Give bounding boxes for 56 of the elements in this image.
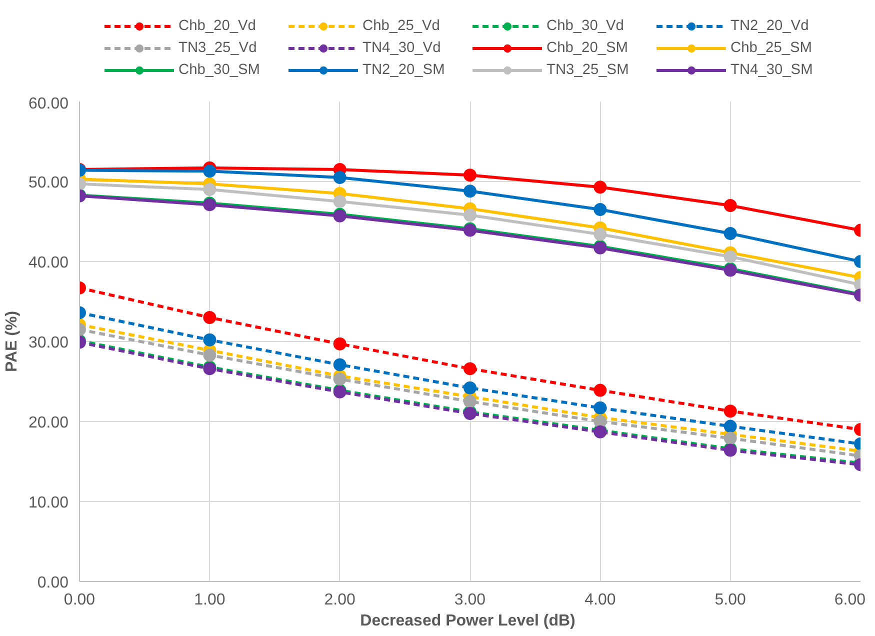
point bbox=[724, 199, 737, 212]
point bbox=[594, 415, 607, 428]
x-axis-title: Decreased Power Level (dB) bbox=[360, 612, 576, 630]
point bbox=[594, 384, 607, 397]
y-tick-label: 30.00 bbox=[28, 334, 69, 352]
x-tick-label: 4.00 bbox=[584, 592, 616, 608]
point bbox=[464, 184, 476, 198]
legend-label: Chb_30_SM bbox=[178, 61, 261, 79]
x-tick-label: 5.00 bbox=[714, 592, 746, 608]
legend-label: TN2_20_Vd bbox=[730, 17, 810, 35]
point bbox=[333, 171, 346, 184]
point bbox=[724, 404, 737, 418]
point bbox=[333, 337, 346, 350]
legend-label: Chb_20_SM bbox=[546, 39, 629, 57]
y-tick-label: 50.00 bbox=[28, 174, 69, 192]
y-tick-label: 20.00 bbox=[28, 414, 69, 432]
legend-label: Chb_25_SM bbox=[730, 39, 813, 57]
x-tick-label: 3.00 bbox=[454, 592, 486, 608]
point bbox=[203, 164, 216, 178]
legend-label: Chb_20_Vd bbox=[178, 17, 257, 35]
point bbox=[594, 228, 607, 241]
point bbox=[594, 203, 607, 216]
legend-label: Chb_30_Vd bbox=[546, 17, 625, 35]
point bbox=[724, 250, 737, 264]
y-tick-label: 10.00 bbox=[28, 494, 69, 512]
legend-label: TN4_30_SM bbox=[730, 61, 814, 79]
y-tick-label: 40.00 bbox=[28, 254, 69, 272]
point bbox=[333, 358, 346, 372]
point bbox=[333, 372, 346, 386]
point bbox=[724, 420, 737, 433]
point bbox=[594, 180, 607, 194]
point bbox=[203, 348, 216, 362]
x-tick-label: 0.00 bbox=[64, 592, 96, 608]
point bbox=[464, 208, 476, 222]
legend-label: TN4_30_Vd bbox=[362, 39, 442, 57]
y-tick-label: 60.00 bbox=[28, 96, 69, 112]
point bbox=[594, 401, 607, 414]
y-axis-title: PAE (%) bbox=[3, 310, 20, 372]
point bbox=[203, 183, 216, 196]
point bbox=[464, 362, 476, 376]
point bbox=[464, 381, 476, 394]
y-tick-label: 0.00 bbox=[37, 574, 69, 592]
point bbox=[203, 333, 216, 346]
x-tick-label: 6.00 bbox=[834, 592, 866, 608]
legend-label: TN3_25_SM bbox=[546, 61, 630, 79]
x-tick-label: 2.00 bbox=[324, 592, 356, 608]
point bbox=[333, 195, 346, 208]
legend-label: Chb_25_Vd bbox=[362, 17, 441, 35]
legend-label: TN3_25_Vd bbox=[178, 39, 258, 57]
x-tick-label: 1.00 bbox=[194, 592, 226, 608]
point bbox=[464, 395, 476, 408]
point bbox=[724, 432, 737, 445]
point bbox=[464, 168, 476, 182]
point bbox=[203, 311, 216, 324]
legend-label: TN2_20_SM bbox=[362, 61, 446, 79]
point bbox=[724, 227, 737, 240]
